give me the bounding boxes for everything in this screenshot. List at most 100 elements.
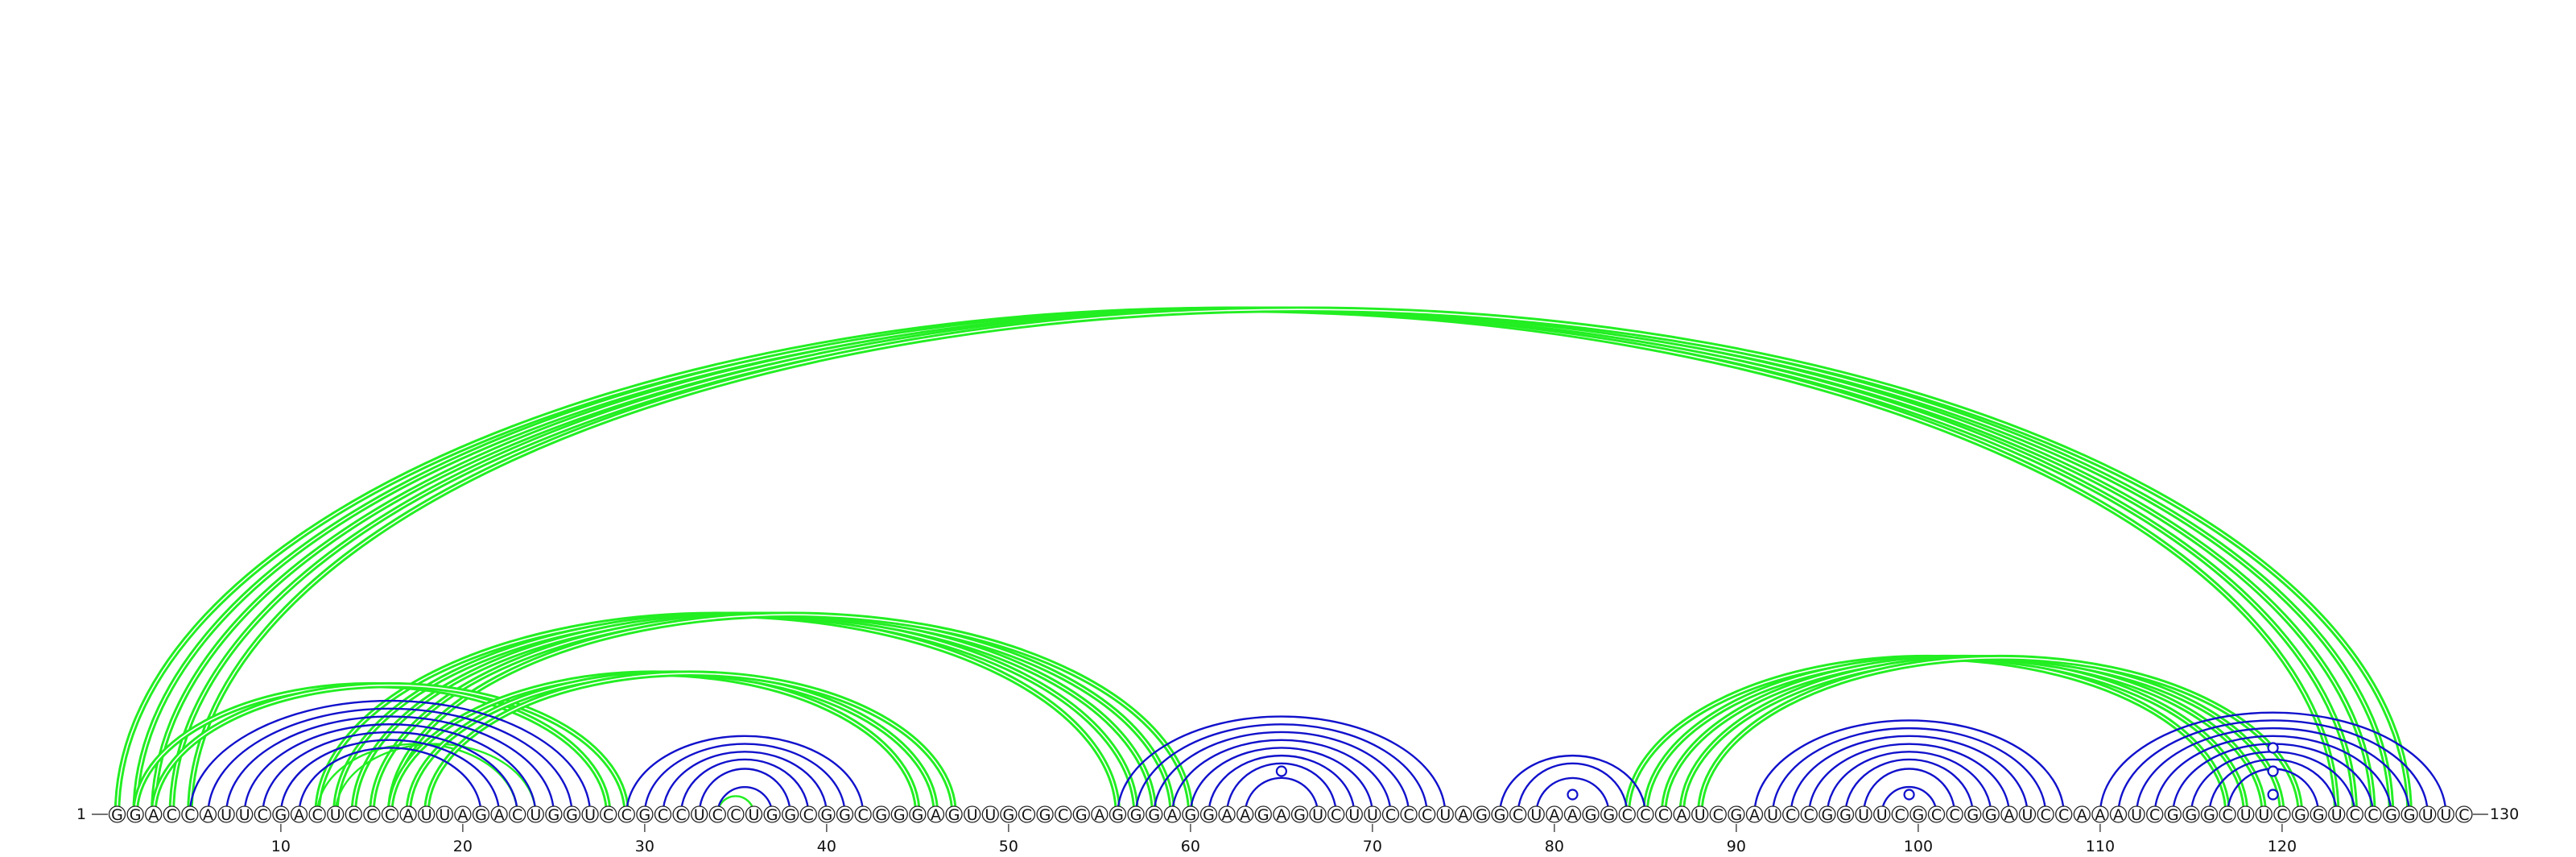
nucleotide-71: C (1381, 805, 1400, 824)
nucleotide-129: U (2437, 805, 2454, 824)
svg-text:C: C (366, 806, 377, 824)
nucleotide-79: U (1527, 805, 1545, 824)
nucleotide-93: C (1782, 805, 1800, 824)
nucleotide-118: U (2237, 805, 2255, 824)
svg-text:U: U (421, 806, 432, 824)
nucleotide-49: U (981, 805, 999, 824)
blue-base-pair-arc-58-72 (1153, 731, 1410, 815)
svg-text:G: G (2186, 806, 2198, 824)
loop-marker-4 (1903, 789, 1915, 801)
nucleotide-108: C (2055, 805, 2073, 824)
green-base-pair-arc-13-24 (334, 743, 537, 815)
blue-base-pair-arc-113-126 (2153, 735, 2392, 815)
position-axis: 10 20 30 40 50 60 70 80 90 100 110 120 (271, 824, 2297, 855)
svg-text:C: C (1895, 806, 1905, 824)
nucleotide-61: G (1199, 805, 1218, 824)
nucleotide-89: C (1709, 805, 1727, 824)
nucleotide-94: C (1800, 805, 1818, 824)
svg-text:C: C (1622, 806, 1633, 824)
svg-text:A: A (1749, 806, 1760, 824)
blue-base-pair-arc-111-128 (2117, 719, 2429, 815)
svg-text:G: G (475, 806, 487, 824)
nucleotide-110: A (2091, 805, 2109, 824)
svg-text:G: G (1822, 806, 1834, 824)
nucleotide-72: C (1400, 805, 1418, 824)
nucleotide-37: G (763, 805, 781, 824)
svg-text:C: C (1949, 806, 1959, 824)
svg-text:G: G (821, 806, 833, 824)
nucleotide-68: C (1327, 805, 1345, 824)
nucleotide-95: G (1818, 805, 1836, 824)
nucleotide-64: G (1254, 805, 1272, 824)
svg-text:G: G (1112, 806, 1124, 824)
svg-text:C: C (1058, 806, 1068, 824)
nucleotide-60: G (1182, 805, 1199, 824)
nucleotide-86: C (1654, 805, 1673, 824)
blue-base-pair-arc-63-67 (1244, 776, 1319, 815)
nucleotide-44: G (890, 805, 908, 824)
nucleotide-51: C (1018, 805, 1036, 824)
nucleotide-48: U (964, 805, 981, 824)
nucleotide-35: C (727, 805, 745, 824)
nucleotide-66: G (1290, 805, 1309, 824)
nucleotide-130: C (2455, 805, 2473, 824)
nucleotide-126: G (2382, 805, 2401, 824)
nucleotide-31: C (654, 805, 672, 824)
nucleotide-65: A (1273, 805, 1290, 824)
svg-text:G: G (839, 806, 851, 824)
svg-text:U: U (1367, 806, 1378, 824)
svg-text:G: G (1130, 806, 1142, 824)
svg-text:C: C (621, 806, 632, 824)
tick-90: 90 (1727, 824, 1746, 855)
svg-text:G: G (948, 806, 960, 824)
svg-text:110: 110 (2086, 838, 2115, 855)
blue-base-pair-arc-9-23 (262, 731, 518, 815)
nucleotide-26: G (563, 805, 581, 824)
nucleotide-46: A (927, 805, 945, 824)
svg-text:C: C (1931, 806, 1942, 824)
svg-text:C: C (2222, 806, 2232, 824)
nucleotide-53: C (1055, 805, 1072, 824)
blue-base-pair-arc-112-127 (2135, 727, 2411, 815)
nucleotide-62: A (1218, 805, 1236, 824)
nucleotide-19: U (436, 805, 453, 824)
svg-text:G: G (2385, 806, 2397, 824)
svg-text:U: U (967, 806, 978, 824)
nucleotide-18: U (418, 805, 436, 824)
svg-text:A: A (1276, 806, 1286, 824)
nucleotide-92: U (1764, 805, 1781, 824)
nucleotide-30: G (636, 805, 654, 824)
nucleotide-50: G (1000, 805, 1018, 824)
nucleotide-78: C (1509, 805, 1527, 824)
svg-text:C: C (2058, 806, 2069, 824)
nucleotide-2: G (126, 805, 144, 824)
svg-text:G: G (894, 806, 906, 824)
tick-20: 20 (453, 824, 473, 855)
blue-base-pair-arc-62-68 (1225, 762, 1337, 815)
nucleotide-12: C (308, 805, 326, 824)
blue-base-pair-arc-98-101 (1880, 785, 1938, 815)
sequence-start-label: 1 (76, 805, 86, 823)
nucleotide-124: C (2346, 805, 2363, 824)
nucleotide-1: G (108, 805, 126, 824)
nucleotide-122: G (2310, 805, 2327, 824)
nucleotide-4: C (163, 805, 180, 824)
green-base-pair-arc-5-127 (187, 306, 2413, 815)
nucleotide-77: G (1491, 805, 1509, 824)
svg-text:C: C (857, 806, 868, 824)
blue-base-pair-arc-29-42 (625, 735, 865, 815)
green-base-pair-arc-3-125 (150, 306, 2376, 815)
svg-text:G: G (1603, 806, 1615, 824)
nucleotide-34: C (708, 805, 726, 824)
svg-text:C: C (2350, 806, 2360, 824)
svg-text:10: 10 (271, 838, 291, 855)
blue-base-pair-arc-61-69 (1208, 754, 1356, 815)
nucleotide-105: A (2000, 805, 2018, 824)
svg-text:A: A (294, 806, 304, 824)
svg-text:G: G (766, 806, 778, 824)
svg-text:G: G (912, 806, 924, 824)
svg-text:C: C (1785, 806, 1796, 824)
blue-base-pair-arc-31-40 (662, 751, 828, 815)
svg-text:A: A (1549, 806, 1559, 824)
